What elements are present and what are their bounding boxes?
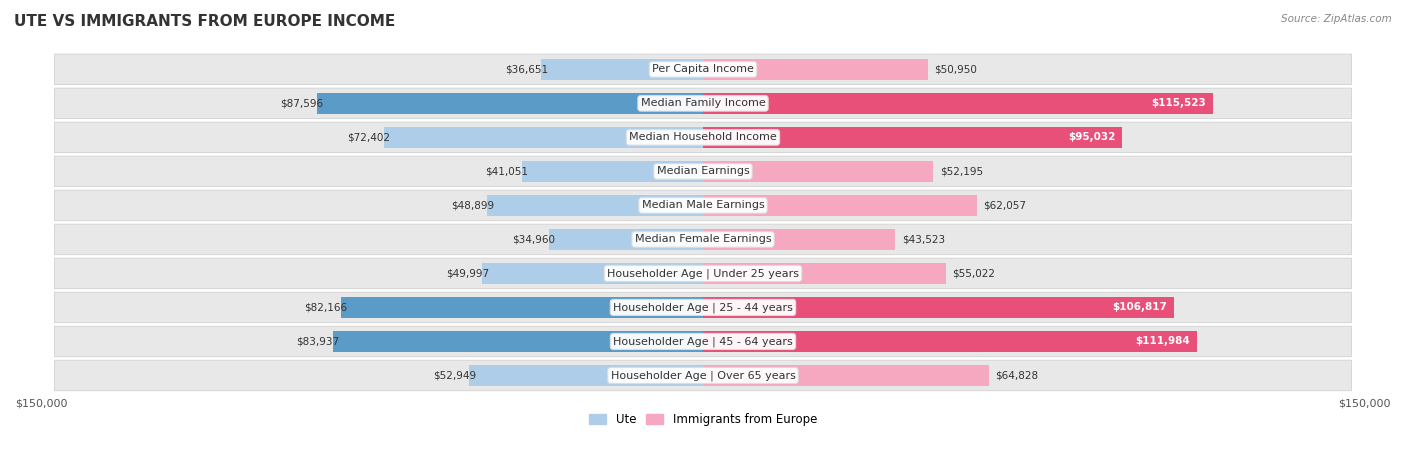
Text: Householder Age | Under 25 years: Householder Age | Under 25 years <box>607 268 799 279</box>
Bar <box>703 331 1197 352</box>
FancyBboxPatch shape <box>55 122 1351 153</box>
Bar <box>340 297 703 318</box>
Bar <box>384 127 703 148</box>
Text: Householder Age | Over 65 years: Householder Age | Over 65 years <box>610 370 796 381</box>
Text: $36,651: $36,651 <box>505 64 548 74</box>
Bar <box>333 331 703 352</box>
Text: $106,817: $106,817 <box>1112 303 1167 312</box>
Text: $95,032: $95,032 <box>1069 132 1115 142</box>
Legend: Ute, Immigrants from Europe: Ute, Immigrants from Europe <box>583 408 823 431</box>
FancyBboxPatch shape <box>55 292 1351 323</box>
Bar <box>541 59 703 80</box>
Bar <box>470 365 703 386</box>
Text: Householder Age | 25 - 44 years: Householder Age | 25 - 44 years <box>613 302 793 313</box>
Text: $52,949: $52,949 <box>433 370 477 381</box>
Bar <box>703 93 1212 114</box>
Bar <box>703 127 1122 148</box>
Bar <box>703 365 988 386</box>
FancyBboxPatch shape <box>55 326 1351 357</box>
Text: $115,523: $115,523 <box>1152 99 1206 108</box>
Text: $82,166: $82,166 <box>304 303 347 312</box>
FancyBboxPatch shape <box>55 224 1351 255</box>
Text: Median Household Income: Median Household Income <box>628 132 778 142</box>
Bar <box>703 59 928 80</box>
Text: $50,950: $50,950 <box>935 64 977 74</box>
Bar <box>488 195 703 216</box>
FancyBboxPatch shape <box>55 258 1351 289</box>
Text: Median Earnings: Median Earnings <box>657 166 749 177</box>
Text: $62,057: $62,057 <box>983 200 1026 211</box>
Bar <box>703 161 934 182</box>
Text: Median Family Income: Median Family Income <box>641 99 765 108</box>
Text: Per Capita Income: Per Capita Income <box>652 64 754 74</box>
FancyBboxPatch shape <box>55 54 1351 85</box>
Bar <box>703 297 1174 318</box>
Text: UTE VS IMMIGRANTS FROM EUROPE INCOME: UTE VS IMMIGRANTS FROM EUROPE INCOME <box>14 14 395 29</box>
Bar <box>703 229 896 250</box>
Text: $48,899: $48,899 <box>451 200 494 211</box>
Text: Median Male Earnings: Median Male Earnings <box>641 200 765 211</box>
Text: Median Female Earnings: Median Female Earnings <box>634 234 772 244</box>
Text: $55,022: $55,022 <box>952 269 995 278</box>
Text: $72,402: $72,402 <box>347 132 391 142</box>
Bar <box>703 195 977 216</box>
FancyBboxPatch shape <box>55 360 1351 391</box>
FancyBboxPatch shape <box>55 88 1351 119</box>
Text: $111,984: $111,984 <box>1136 336 1191 347</box>
Text: Householder Age | 45 - 64 years: Householder Age | 45 - 64 years <box>613 336 793 347</box>
Bar <box>482 263 703 284</box>
Text: $87,596: $87,596 <box>280 99 323 108</box>
Bar <box>703 263 946 284</box>
Text: $83,937: $83,937 <box>297 336 339 347</box>
Text: $64,828: $64,828 <box>995 370 1039 381</box>
Text: $49,997: $49,997 <box>446 269 489 278</box>
Bar <box>316 93 703 114</box>
FancyBboxPatch shape <box>55 156 1351 187</box>
Text: $52,195: $52,195 <box>939 166 983 177</box>
Bar <box>522 161 703 182</box>
Text: Source: ZipAtlas.com: Source: ZipAtlas.com <box>1281 14 1392 24</box>
FancyBboxPatch shape <box>55 190 1351 221</box>
Text: $34,960: $34,960 <box>512 234 555 244</box>
Text: $43,523: $43,523 <box>901 234 945 244</box>
Text: $41,051: $41,051 <box>485 166 529 177</box>
Bar <box>548 229 703 250</box>
